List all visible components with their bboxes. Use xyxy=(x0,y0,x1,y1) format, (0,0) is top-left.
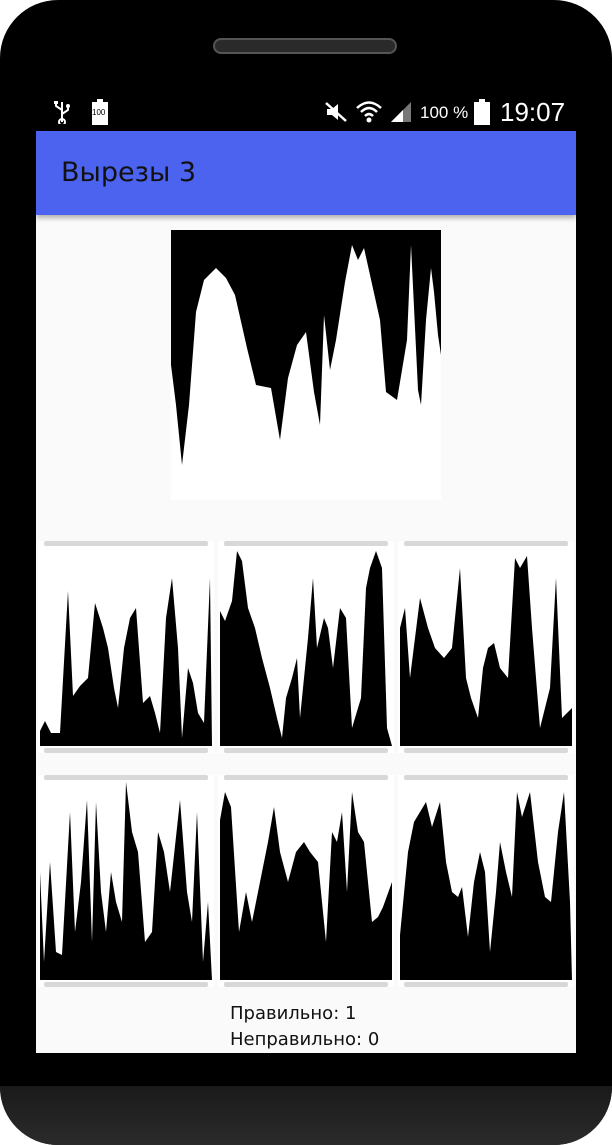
piece-option-3[interactable] xyxy=(398,541,574,753)
piece-bottom-bar xyxy=(404,748,568,753)
puzzle-silhouette xyxy=(171,230,441,500)
score-panel: Правильно: 1 Неправильно: 0 xyxy=(230,1001,379,1053)
battery-100-icon xyxy=(90,99,110,125)
phone-chin xyxy=(0,1086,612,1145)
piece-silhouette-6 xyxy=(400,792,572,980)
app-screen: Вырезы 3 xyxy=(36,131,576,1053)
app-bar: Вырезы 3 xyxy=(36,131,576,215)
piece-silhouette-2 xyxy=(220,551,392,746)
piece-option-6[interactable] xyxy=(398,775,574,987)
mute-icon xyxy=(323,99,349,125)
piece-bottom-bar xyxy=(44,748,208,753)
piece-bottom-bar xyxy=(44,982,208,987)
signal-icon xyxy=(388,99,414,125)
wrong-count-text: Неправильно: 0 xyxy=(230,1029,380,1050)
piece-bottom-bar xyxy=(224,748,388,753)
piece-silhouette-5 xyxy=(220,792,392,980)
puzzle-image xyxy=(171,230,441,500)
piece-top-bar xyxy=(404,541,568,546)
battery-100-label: 100 xyxy=(92,108,106,117)
piece-top-bar xyxy=(224,775,388,780)
piece-top-bar xyxy=(44,541,208,546)
piece-option-5[interactable] xyxy=(218,775,394,987)
battery-full-icon xyxy=(472,99,492,125)
battery-percent-text: 100 % xyxy=(420,103,469,122)
correct-count-text: Правильно: 1 xyxy=(230,1003,357,1024)
piece-top-bar xyxy=(44,775,208,780)
piece-option-1[interactable] xyxy=(38,541,214,753)
status-bar: 100 100 % 19:07 xyxy=(36,93,576,131)
piece-top-bar xyxy=(224,541,388,546)
piece-silhouette-4 xyxy=(40,782,212,980)
piece-option-4[interactable] xyxy=(38,775,214,987)
app-title: Вырезы 3 xyxy=(61,157,197,188)
piece-option-2[interactable] xyxy=(218,541,394,753)
piece-silhouette-3 xyxy=(400,556,572,746)
piece-top-bar xyxy=(404,775,568,780)
piece-bottom-bar xyxy=(404,982,568,987)
clock-text: 19:07 xyxy=(500,97,566,127)
wifi-icon xyxy=(354,99,384,125)
usb-icon xyxy=(52,99,72,125)
piece-silhouette-1 xyxy=(40,578,212,746)
piece-bottom-bar xyxy=(224,982,388,987)
phone-speaker xyxy=(213,38,397,54)
